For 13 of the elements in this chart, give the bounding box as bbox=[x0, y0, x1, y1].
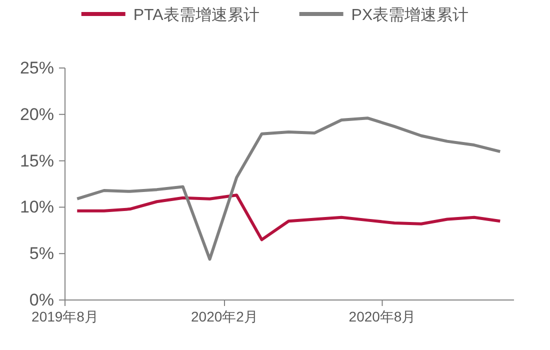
x-tick-label: 2019年8月 bbox=[32, 308, 98, 325]
y-tick-label: 5% bbox=[29, 244, 54, 264]
y-tick-label: 0% bbox=[29, 290, 54, 310]
y-tick-label: 25% bbox=[20, 58, 54, 78]
x-tick-label: 2020年2月 bbox=[191, 308, 258, 325]
x-tick-label: 2020年8月 bbox=[348, 308, 416, 325]
legend-label: PTA表需增速累计 bbox=[133, 6, 260, 24]
legend-label: PX表需增速累计 bbox=[351, 6, 469, 24]
y-tick-label: 20% bbox=[20, 104, 54, 124]
y-tick-label: 15% bbox=[20, 151, 54, 170]
line-series bbox=[76, 194, 502, 242]
line-series bbox=[76, 116, 502, 261]
y-tick-label: 10% bbox=[20, 198, 54, 217]
